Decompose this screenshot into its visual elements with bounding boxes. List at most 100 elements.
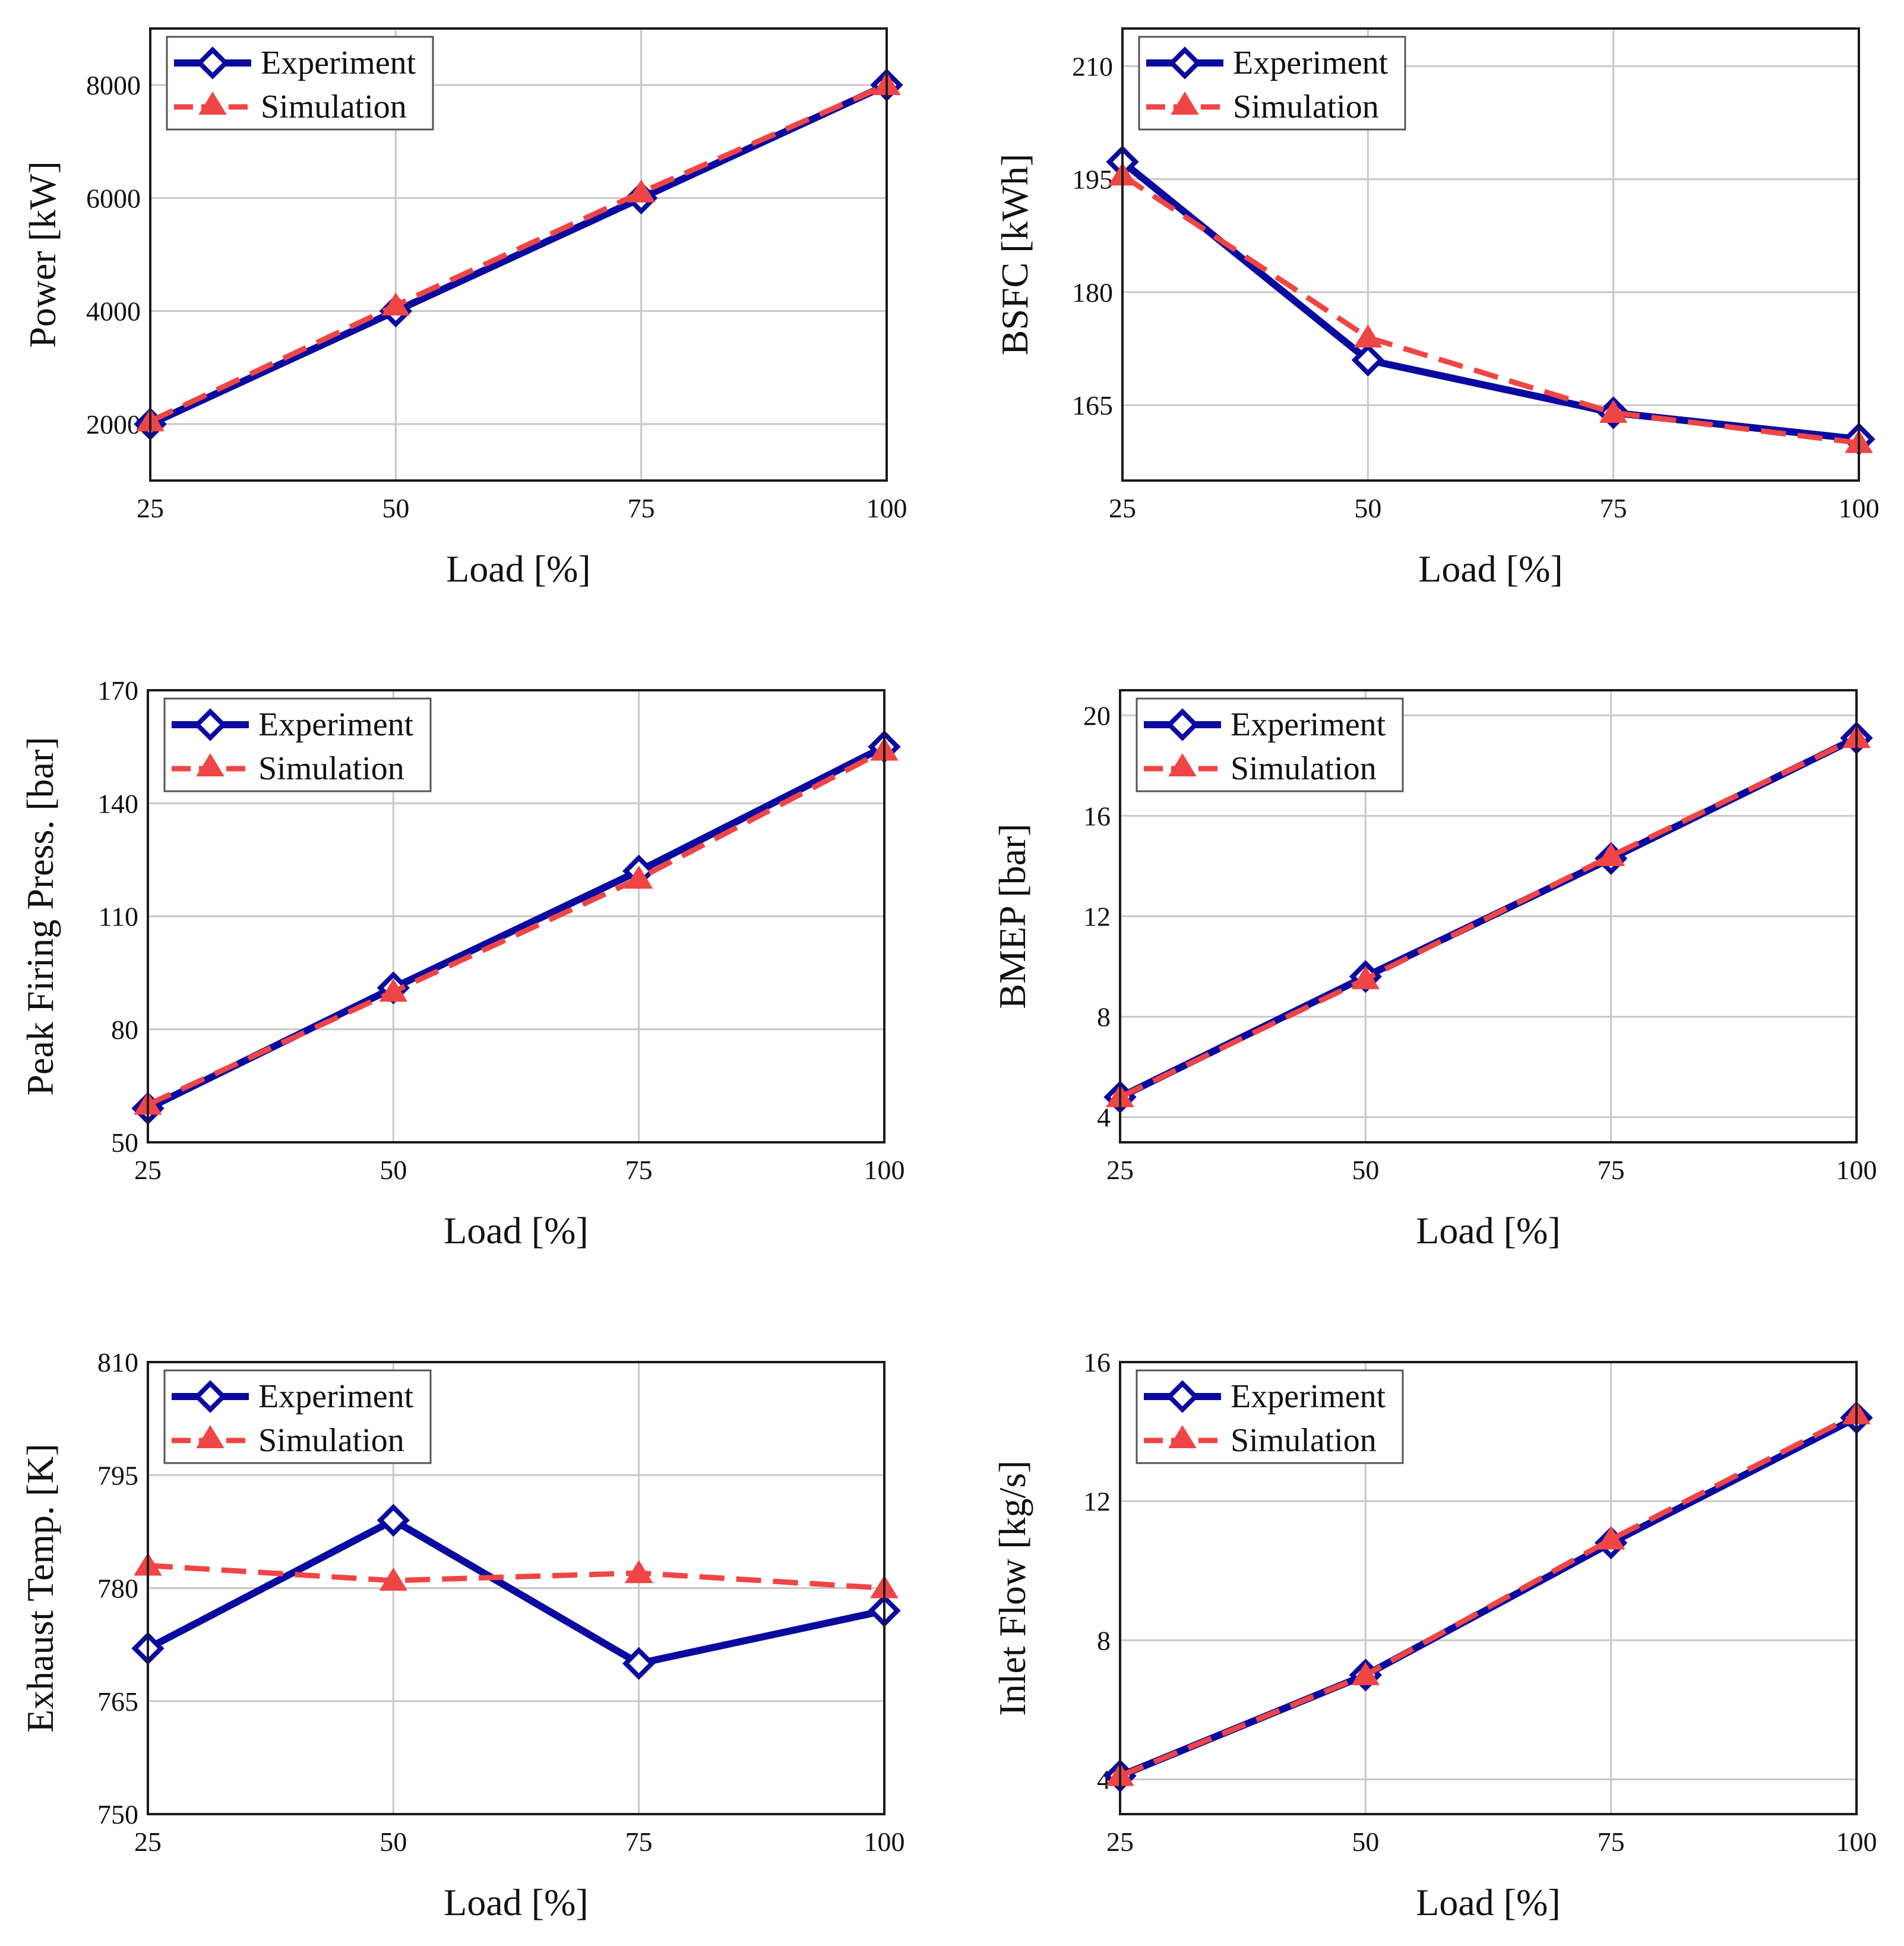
plot-frame <box>1121 27 1860 482</box>
y-axis-label: Inlet Flow [kg/s] <box>991 1460 1033 1716</box>
x-tick-label: 100 <box>866 493 907 523</box>
chart-panel-2: 25 50 75 100 165 180 195 210 Load [%] BSFC [kWh] E… <box>994 27 1880 590</box>
x-tick-label: 75 <box>625 1155 653 1185</box>
plot-frame <box>1119 1361 1858 1815</box>
legend-simulation-marker <box>196 753 224 776</box>
y-axis-label: BSFC [kWh] <box>994 154 1036 356</box>
x-tick-label: 50 <box>382 493 409 523</box>
legend-experiment-label: Experiment <box>1231 706 1386 743</box>
y-tick-label: 4000 <box>86 296 141 327</box>
simulation-marker <box>1351 966 1380 990</box>
x-axis-label: Load [%] <box>1416 1209 1560 1252</box>
simulation-marker <box>1353 324 1383 348</box>
y-tick-label: 750 <box>97 1799 138 1830</box>
legend-experiment-label: Experiment <box>1231 1378 1386 1415</box>
y-tick-label: 12 <box>1083 1486 1111 1517</box>
simulation-marker <box>624 1560 653 1584</box>
y-tick-label: 2000 <box>86 409 141 440</box>
simulation-line <box>1119 735 1858 1100</box>
x-tick-label: 100 <box>1839 493 1880 523</box>
x-tick-label: 50 <box>1352 1827 1379 1857</box>
legend-experiment-label: Experiment <box>258 1378 414 1415</box>
simulation-marker <box>381 292 410 316</box>
x-tick-label: 25 <box>134 1827 162 1857</box>
x-tick-label: 50 <box>1352 1155 1379 1185</box>
experiment-line <box>146 1517 885 1667</box>
x-tick-label: 100 <box>864 1827 905 1857</box>
y-tick-label: 165 <box>1072 390 1113 421</box>
y-tick-label: 110 <box>99 902 138 932</box>
y-tick-label: 20 <box>1083 700 1111 731</box>
simulation-marker <box>627 179 656 203</box>
y-tick-label: 210 <box>1072 51 1113 81</box>
plot-frame <box>1119 689 1858 1143</box>
x-tick-label: 25 <box>134 1155 162 1185</box>
experiment-marker <box>622 1647 656 1680</box>
simulation-marker <box>1596 843 1625 867</box>
y-tick-label: 180 <box>1072 277 1113 308</box>
x-axis-label: Load [%] <box>1416 1881 1560 1923</box>
x-axis-label: Load [%] <box>446 548 590 590</box>
y-tick-label: 765 <box>97 1686 138 1717</box>
legend-simulation-label: Simulation <box>258 1422 404 1459</box>
legend-experiment-marker <box>1168 46 1201 80</box>
legend-simulation-label: Simulation <box>258 750 404 787</box>
legend-simulation-marker <box>1168 1425 1197 1448</box>
legend-simulation-marker <box>1171 91 1199 115</box>
y-tick-label: 195 <box>1072 165 1113 195</box>
simulation-marker <box>1351 1661 1380 1685</box>
legend-experiment-marker <box>194 1380 227 1413</box>
chart-panel-6: 25 50 75 100 4 8 12 16 Load [%] Inlet Flow [kg/s]… <box>991 1347 1877 1923</box>
plot-frame <box>147 1361 885 1815</box>
experiment-line <box>148 81 888 428</box>
x-tick-label: 25 <box>1106 1155 1134 1185</box>
legend-experiment-marker <box>194 708 227 741</box>
simulation-marker <box>379 1567 408 1591</box>
x-tick-label: 25 <box>137 493 164 523</box>
y-tick-label: 8 <box>1097 1002 1111 1032</box>
y-axis-label: Peak Firing Press. [bar] <box>19 737 61 1095</box>
plot-frame <box>147 689 885 1143</box>
legend-simulation-label: Simulation <box>261 89 407 125</box>
legend-experiment-marker <box>1166 708 1199 741</box>
simulation-line <box>1119 1411 1858 1778</box>
chart-panel-4: 25 50 75 100 4 8 12 16 20 Load [%] BMEP [bar] Exper… <box>991 689 1877 1252</box>
simulation-marker <box>1596 1526 1625 1550</box>
y-axis-label: Power [kW] <box>21 161 64 348</box>
legend-experiment-label: Experiment <box>261 45 416 81</box>
x-tick-label: 100 <box>1836 1155 1877 1185</box>
x-axis-label: Load [%] <box>444 1881 588 1923</box>
legend-simulation-marker <box>198 91 227 115</box>
experiment-marker <box>377 1503 410 1537</box>
x-tick-label: 75 <box>628 493 655 523</box>
y-tick-label: 80 <box>111 1015 138 1045</box>
y-tick-label: 6000 <box>86 183 141 213</box>
legend-experiment-label: Experiment <box>258 706 414 743</box>
simulation-marker <box>624 865 653 889</box>
x-tick-label: 25 <box>1109 493 1136 523</box>
x-tick-label: 75 <box>625 1827 653 1857</box>
y-axis-label: Exhaust Temp. [K] <box>19 1443 61 1733</box>
legend-simulation-marker <box>1168 753 1197 776</box>
y-axis-label: BMEP [bar] <box>991 823 1033 1009</box>
chart-panel-5: 25 50 75 100 750 765 780 795 810 Load [%] Exhaust … <box>19 1347 905 1923</box>
simulation-marker <box>379 978 408 1002</box>
x-tick-label: 100 <box>1836 1827 1877 1857</box>
y-tick-label: 12 <box>1083 902 1111 932</box>
simulation-line <box>147 1562 885 1591</box>
x-axis-label: Load [%] <box>1418 548 1563 590</box>
legend-simulation-label: Simulation <box>1231 1422 1377 1459</box>
experiment-line <box>1118 1414 1858 1780</box>
x-axis-label: Load [%] <box>444 1209 588 1252</box>
legend-simulation-marker <box>196 1425 224 1448</box>
x-tick-label: 75 <box>1600 493 1627 523</box>
y-tick-label: 140 <box>97 788 138 819</box>
legend-experiment-marker <box>196 46 229 80</box>
x-tick-label: 50 <box>1354 493 1381 523</box>
y-tick-label: 16 <box>1083 801 1111 831</box>
x-tick-label: 75 <box>1598 1827 1625 1857</box>
simulation-marker <box>1599 399 1628 423</box>
y-tick-label: 8 <box>1097 1625 1111 1656</box>
